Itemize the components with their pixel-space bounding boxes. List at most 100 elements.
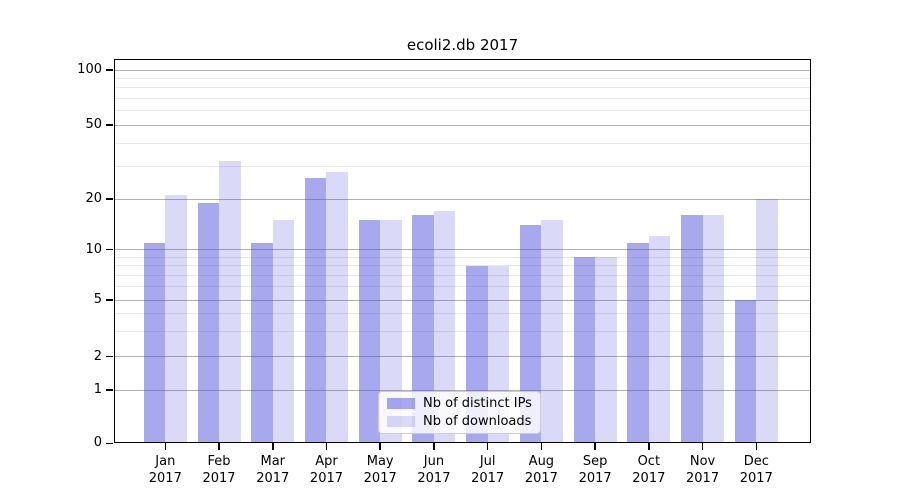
x-tick-label: Oct 2017 bbox=[607, 453, 691, 487]
y-major-gridline bbox=[115, 356, 810, 357]
x-tick-month: May bbox=[366, 454, 394, 469]
y-minor-gridline bbox=[115, 142, 810, 144]
legend-swatch-downloads bbox=[387, 416, 415, 427]
y-major-gridline bbox=[115, 299, 810, 301]
y-major-gridline bbox=[115, 198, 810, 200]
x-tick-year: 2017 bbox=[148, 471, 182, 486]
x-tick-month: Jan bbox=[155, 454, 176, 469]
bar-distinct-ips bbox=[197, 202, 220, 444]
y-minor-gridline bbox=[115, 274, 810, 276]
y-major-gridline bbox=[115, 249, 810, 250]
x-tick-label: May 2017 bbox=[338, 453, 422, 487]
x-tick-label: Apr 2017 bbox=[284, 453, 368, 487]
x-tick-mark bbox=[379, 443, 381, 450]
legend-label-downloads: Nb of downloads bbox=[423, 414, 532, 429]
y-tick-mark bbox=[106, 442, 113, 445]
bar-downloads bbox=[219, 161, 241, 444]
x-tick-mark bbox=[433, 443, 435, 450]
x-tick-month: Jun bbox=[423, 454, 445, 469]
bar-distinct-ips bbox=[358, 219, 381, 444]
legend-item-downloads: Nb of downloads bbox=[387, 414, 532, 429]
x-tick-label: Feb 2017 bbox=[177, 453, 261, 487]
bar-distinct-ips bbox=[143, 242, 166, 444]
y-tick-label: 10 bbox=[85, 241, 102, 257]
bar-distinct-ips bbox=[627, 242, 649, 444]
y-minor-gridline bbox=[115, 265, 810, 267]
x-tick-month: Aug bbox=[528, 454, 555, 469]
bar-downloads bbox=[756, 199, 778, 444]
x-tick-label: Sep 2017 bbox=[553, 453, 637, 487]
x-tick-year: 2017 bbox=[739, 471, 773, 486]
y-minor-gridline bbox=[115, 313, 810, 315]
legend-label-distinct-ips: Nb of distinct IPs bbox=[423, 396, 532, 411]
legend-swatch-distinct-ips bbox=[387, 398, 415, 409]
bar-distinct-ips bbox=[251, 242, 273, 444]
x-tick-mark bbox=[325, 443, 328, 450]
bar-distinct-ips bbox=[573, 257, 596, 444]
y-tick-mark bbox=[106, 248, 113, 251]
y-minor-gridline bbox=[115, 97, 810, 99]
bar-distinct-ips bbox=[304, 177, 327, 444]
x-tick-month: Sep bbox=[582, 454, 608, 469]
x-tick-month: Dec bbox=[743, 454, 769, 469]
y-minor-gridline bbox=[115, 330, 810, 332]
x-tick-mark bbox=[272, 443, 274, 450]
x-tick-year: 2017 bbox=[363, 471, 397, 486]
y-minor-gridline bbox=[115, 256, 810, 258]
y-minor-gridline bbox=[115, 77, 810, 79]
x-tick-month: Jul bbox=[479, 454, 496, 469]
x-tick-mark bbox=[486, 443, 489, 450]
bar-downloads bbox=[433, 210, 456, 444]
x-tick-month: Oct bbox=[637, 454, 661, 469]
y-major-gridline bbox=[115, 69, 810, 71]
x-tick-year: 2017 bbox=[686, 471, 720, 486]
x-tick-label: Nov 2017 bbox=[661, 453, 745, 487]
legend-item-distinct-ips: Nb of distinct IPs bbox=[387, 396, 532, 411]
x-tick-label: Dec 2017 bbox=[714, 453, 798, 487]
x-tick-label: Jun 2017 bbox=[392, 453, 476, 487]
y-minor-gridline bbox=[115, 87, 810, 89]
bar-downloads bbox=[272, 219, 295, 444]
y-tick-mark bbox=[106, 198, 113, 200]
x-tick-mark bbox=[701, 443, 704, 450]
x-tick-year: 2017 bbox=[202, 471, 236, 486]
x-tick-label: Aug 2017 bbox=[499, 453, 583, 487]
x-tick-label: Jan 2017 bbox=[123, 453, 207, 487]
bar-downloads bbox=[165, 195, 187, 444]
bar-downloads bbox=[702, 215, 725, 444]
x-tick-year: 2017 bbox=[309, 471, 344, 486]
chart-title: ecoli2.db 2017 bbox=[406, 36, 519, 54]
bar-downloads bbox=[380, 219, 402, 444]
y-tick-label: 5 bbox=[93, 292, 102, 307]
x-tick-mark bbox=[594, 443, 596, 450]
x-tick-mark bbox=[648, 443, 650, 450]
y-minor-gridline bbox=[115, 165, 810, 167]
y-tick-label: 2 bbox=[93, 348, 102, 364]
y-tick-label: 100 bbox=[77, 62, 102, 77]
bar-downloads bbox=[648, 236, 671, 444]
x-tick-year: 2017 bbox=[417, 471, 451, 486]
y-tick-label: 1 bbox=[93, 382, 102, 397]
legend: Nb of distinct IPs Nb of downloads bbox=[378, 391, 541, 434]
bar-downloads bbox=[541, 219, 563, 444]
x-tick-mark bbox=[540, 443, 543, 450]
bar-downloads bbox=[326, 171, 348, 444]
x-tick-label: Jul 2017 bbox=[446, 453, 530, 487]
x-tick-year: 2017 bbox=[578, 471, 612, 486]
y-tick-label: 0 bbox=[93, 435, 102, 451]
bar-distinct-ips bbox=[412, 215, 434, 444]
y-tick-mark bbox=[106, 124, 113, 126]
y-minor-gridline bbox=[115, 110, 810, 112]
x-tick-month: Mar bbox=[260, 454, 286, 469]
y-tick-label: 20 bbox=[85, 191, 102, 206]
x-tick-month: Nov bbox=[689, 454, 716, 469]
y-major-gridline bbox=[115, 124, 810, 126]
x-tick-month: Feb bbox=[207, 454, 231, 469]
x-tick-year: 2017 bbox=[632, 471, 666, 486]
y-tick-mark bbox=[106, 389, 113, 391]
y-tick-mark bbox=[106, 299, 113, 301]
x-tick-mark bbox=[164, 443, 167, 450]
x-tick-mark bbox=[218, 443, 220, 450]
bar-distinct-ips bbox=[734, 300, 757, 444]
